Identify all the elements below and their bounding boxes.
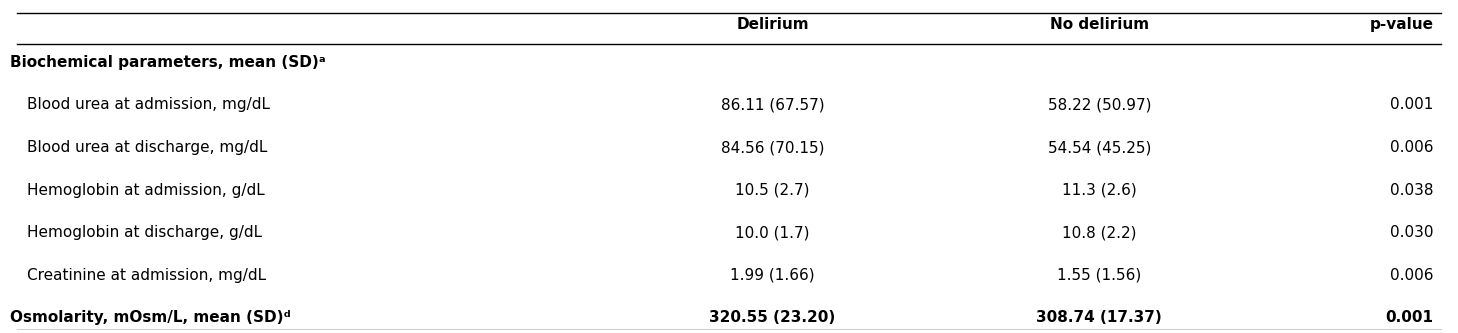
Text: 0.001: 0.001 <box>1389 98 1433 113</box>
Text: Hemoglobin at admission, g/dL: Hemoglobin at admission, g/dL <box>28 182 265 197</box>
Text: Creatinine at admission, mg/dL: Creatinine at admission, mg/dL <box>28 268 267 283</box>
Text: Delirium: Delirium <box>736 17 809 32</box>
Text: 0.001: 0.001 <box>1385 310 1433 325</box>
Text: Blood urea at admission, mg/dL: Blood urea at admission, mg/dL <box>28 98 271 113</box>
Text: 0.006: 0.006 <box>1389 268 1433 283</box>
Text: 0.038: 0.038 <box>1389 182 1433 197</box>
Text: 1.99 (1.66): 1.99 (1.66) <box>730 268 815 283</box>
Text: 54.54 (45.25): 54.54 (45.25) <box>1048 140 1150 155</box>
Text: 0.030: 0.030 <box>1389 225 1433 240</box>
Text: 86.11 (67.57): 86.11 (67.57) <box>720 98 824 113</box>
Text: 84.56 (70.15): 84.56 (70.15) <box>720 140 824 155</box>
Text: 308.74 (17.37): 308.74 (17.37) <box>1037 310 1162 325</box>
Text: 10.8 (2.2): 10.8 (2.2) <box>1061 225 1137 240</box>
Text: 10.0 (1.7): 10.0 (1.7) <box>735 225 809 240</box>
Text: 11.3 (2.6): 11.3 (2.6) <box>1061 182 1137 197</box>
Text: Biochemical parameters, mean (SD)ᵃ: Biochemical parameters, mean (SD)ᵃ <box>10 55 325 70</box>
Text: No delirium: No delirium <box>1050 17 1149 32</box>
Text: Osmolarity, mOsm/L, mean (SD)ᵈ: Osmolarity, mOsm/L, mean (SD)ᵈ <box>10 310 290 325</box>
Text: 10.5 (2.7): 10.5 (2.7) <box>735 182 809 197</box>
Text: p-value: p-value <box>1369 17 1433 32</box>
Text: 1.55 (1.56): 1.55 (1.56) <box>1057 268 1142 283</box>
Text: 0.006: 0.006 <box>1389 140 1433 155</box>
Text: Hemoglobin at discharge, g/dL: Hemoglobin at discharge, g/dL <box>28 225 262 240</box>
Text: 320.55 (23.20): 320.55 (23.20) <box>710 310 835 325</box>
Text: 58.22 (50.97): 58.22 (50.97) <box>1048 98 1152 113</box>
Text: Blood urea at discharge, mg/dL: Blood urea at discharge, mg/dL <box>28 140 268 155</box>
